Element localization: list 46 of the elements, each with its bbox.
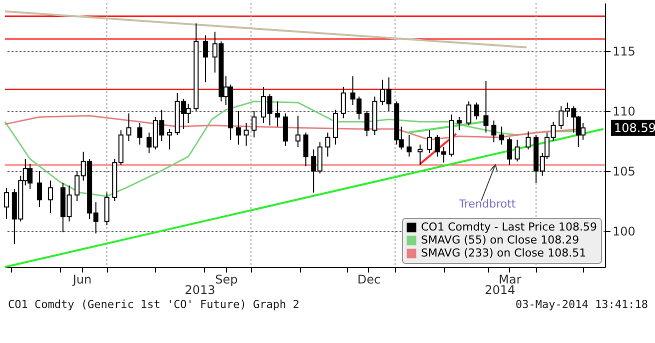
candlestick [137,122,142,146]
candlestick [282,112,288,146]
candlestick [275,100,280,128]
candlestick [36,170,42,208]
text: CO1 Comdty (Generic 1st 'CO' Future) Graph 2 [8,298,300,311]
y-tick-label: 110 [612,104,636,118]
candlestick [514,139,520,162]
candlestick [4,187,10,220]
candlestick [364,110,370,137]
candlestick [418,144,423,166]
text: 03-May-2014 13:41:18 [516,298,648,311]
candlestick [456,116,462,131]
candlestick [333,109,338,146]
candlestick [203,34,208,83]
y-tick-label: 115 [612,44,636,58]
candlestick [474,102,480,120]
annotation: Trendbrott [458,198,516,211]
candlestick [325,132,330,158]
candlestick [166,128,172,150]
candlestick [295,115,300,148]
candlestick [506,136,512,166]
candlestick [466,100,472,126]
candlestick [244,122,249,146]
candlestick [340,86,346,119]
x-tick-label: Sep [215,272,238,286]
candlestick [427,130,432,154]
text: 2013 [184,283,216,297]
candlestick [48,180,53,214]
candlestick [483,80,488,134]
legend-label: SMAVG (233) on Close 108.51 [421,246,586,260]
x-tick-label: Jun [72,272,92,286]
candlestick [252,110,257,138]
legend-label: CO1 Comdty - Last Price 108.59 [421,220,597,234]
candlestick [491,120,496,143]
candlestick [499,126,504,146]
text: 108.59 [614,120,655,135]
legend-label: SMAVG (55) on Close 108.29 [421,234,580,246]
candlestick [406,134,412,158]
y-tick-label: 100 [612,224,636,238]
y-tick-label: 105 [612,164,636,178]
candlestick [126,112,132,142]
candlestick [104,192,110,226]
candlestick [236,110,241,146]
candlestick [526,130,531,150]
x-tick-label: Dec [357,272,381,286]
candlestick [303,132,308,167]
